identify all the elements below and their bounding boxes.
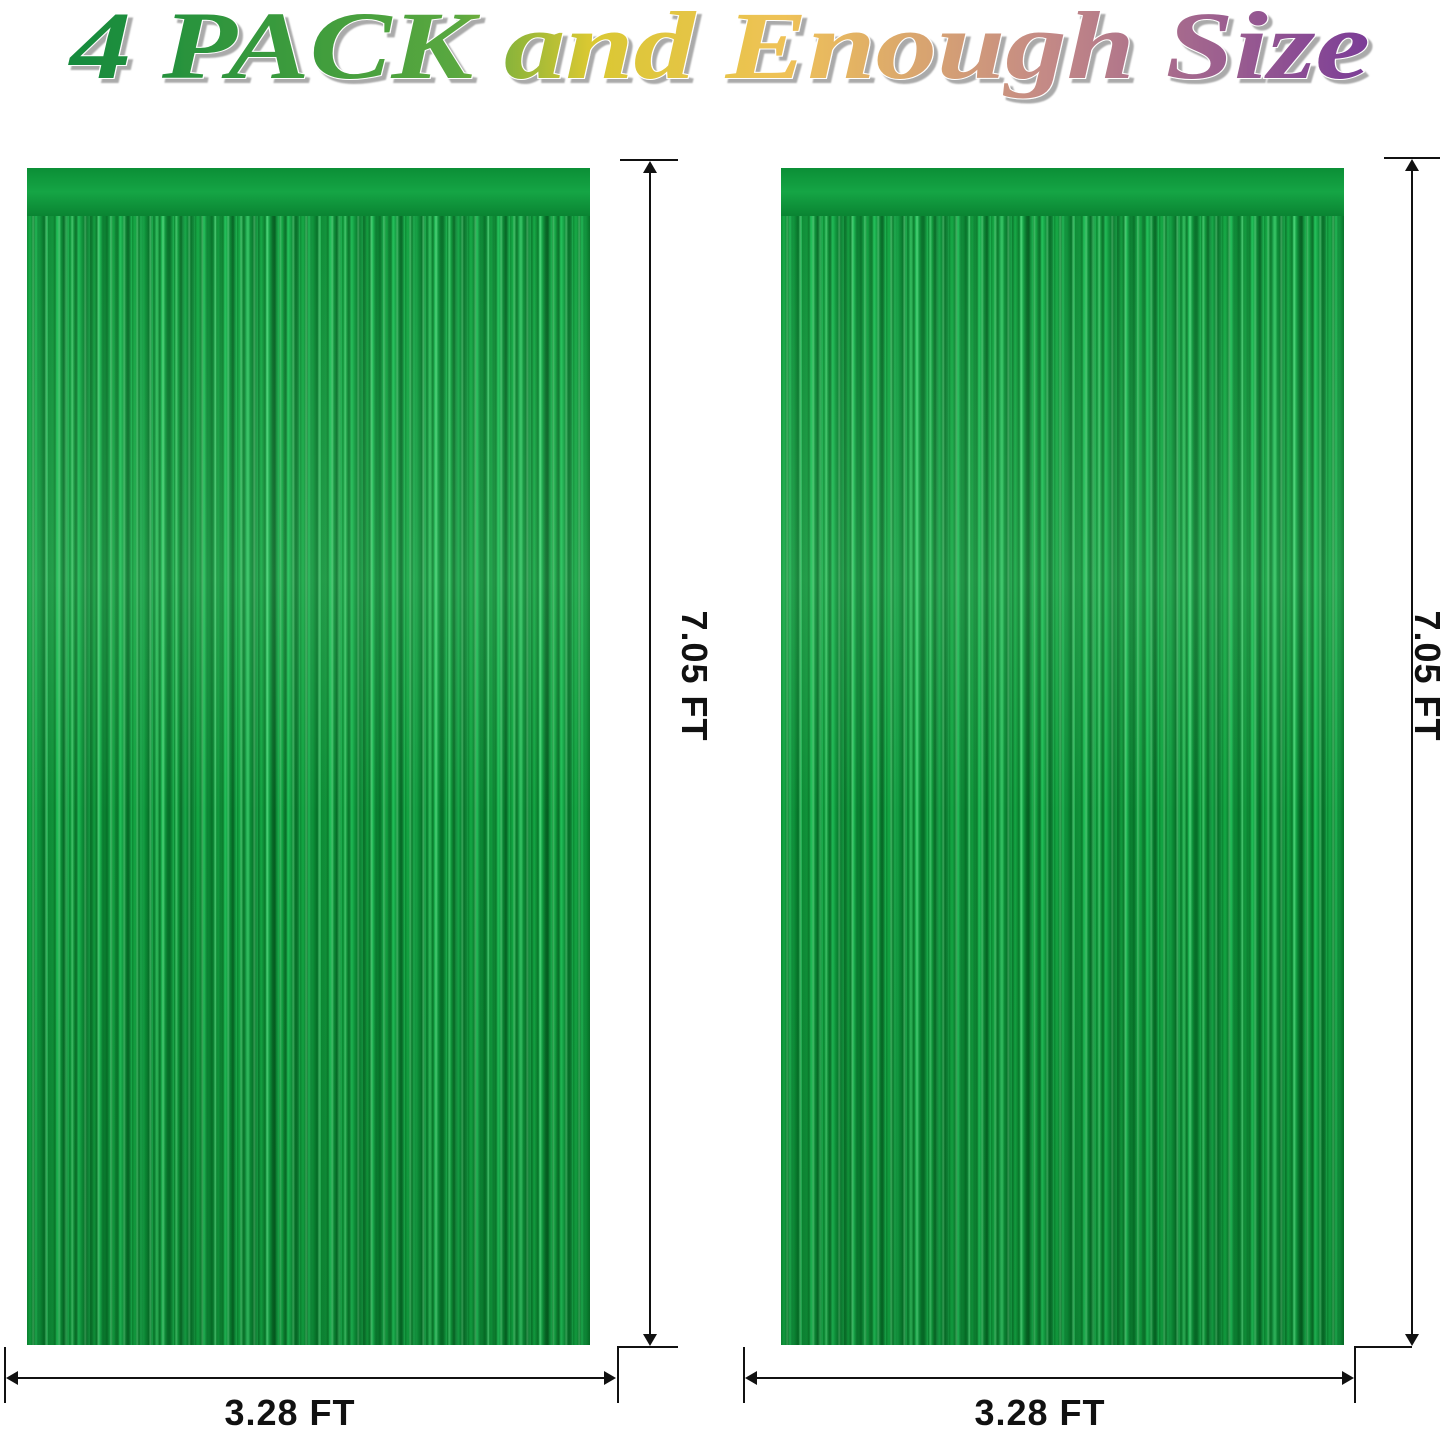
- curtain-header-band: [781, 168, 1344, 216]
- width-label: 3.28 FT: [224, 1392, 356, 1433]
- height-label: 7.05 FT: [1407, 610, 1445, 742]
- width-label: 3.28 FT: [974, 1392, 1106, 1433]
- curtain-image-right: [781, 168, 1344, 1345]
- height-label: 7.05 FT: [674, 610, 715, 742]
- curtain-image-left: [27, 168, 590, 1345]
- curtain-header-band: [27, 168, 590, 216]
- headline-text: 4 PACK and Enough Size: [67, 0, 1370, 99]
- headline: 4 PACK and Enough Size: [66, 0, 1371, 100]
